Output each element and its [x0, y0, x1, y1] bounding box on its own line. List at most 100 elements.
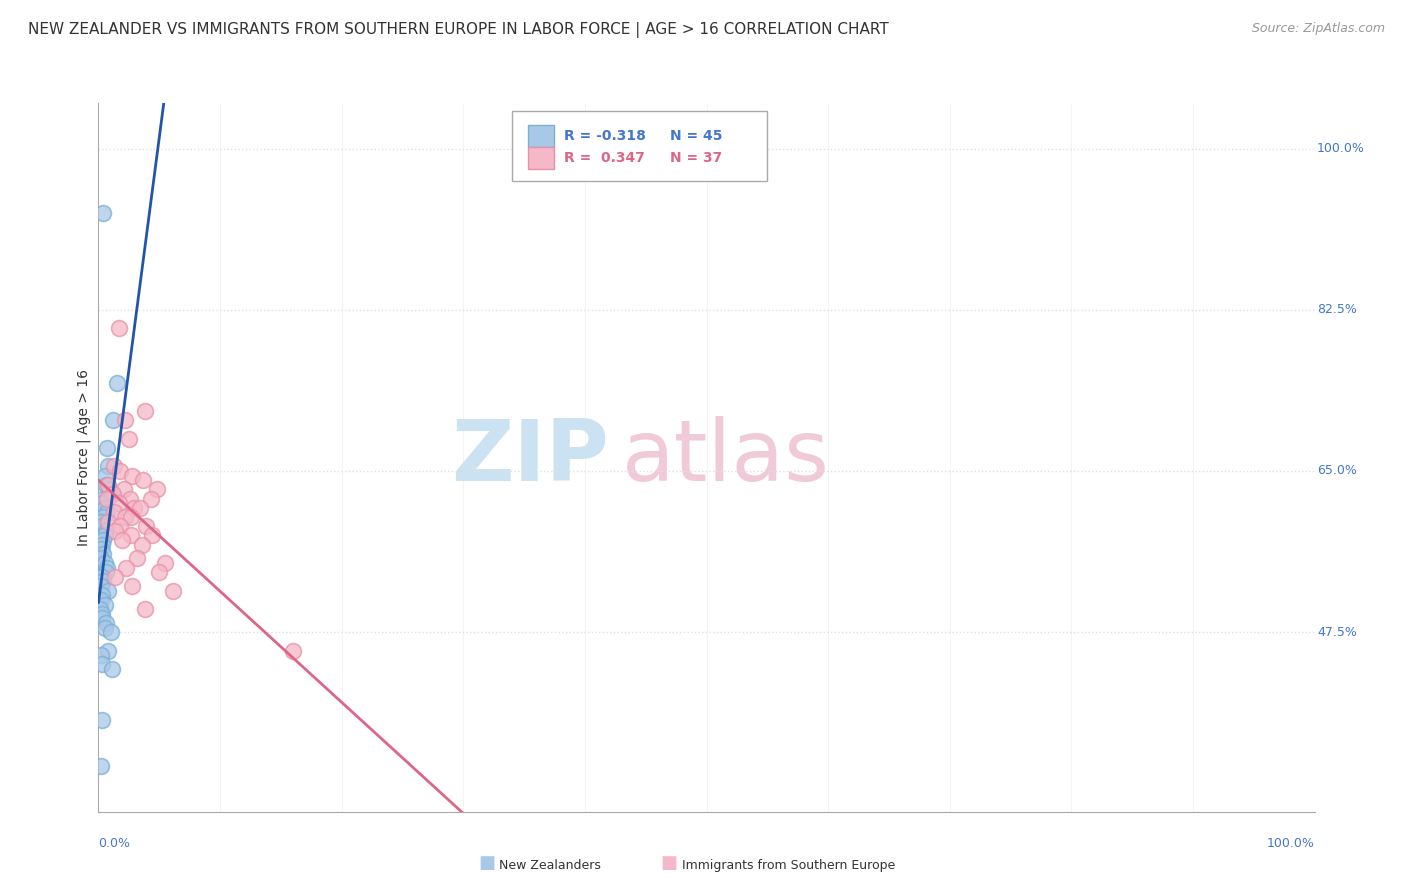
Text: 82.5%: 82.5%: [1317, 303, 1357, 317]
Point: [105, 376, 128, 391]
Point: [97, 643, 120, 657]
Point: [91, 570, 114, 584]
Point: [110, 533, 132, 547]
FancyBboxPatch shape: [527, 125, 554, 146]
Point: [135, 519, 157, 533]
Point: [93, 621, 115, 635]
Point: [104, 524, 127, 538]
Point: [91, 519, 114, 533]
Point: [120, 528, 142, 542]
Point: [94, 615, 117, 630]
Point: [134, 404, 156, 418]
Point: [91, 574, 114, 589]
Text: atlas: atlas: [621, 416, 830, 499]
Point: [91, 538, 114, 552]
Point: [96, 560, 118, 574]
Point: [101, 487, 124, 501]
Point: [98, 483, 121, 497]
Point: [132, 473, 155, 487]
Point: [93, 468, 115, 483]
Point: [114, 510, 136, 524]
Point: [103, 505, 125, 519]
Point: [141, 528, 163, 542]
Point: [110, 464, 132, 478]
Point: [89, 602, 111, 616]
Text: 100.0%: 100.0%: [1267, 837, 1315, 850]
Point: [91, 713, 114, 727]
Text: 0.0%: 0.0%: [98, 837, 131, 850]
Point: [128, 500, 150, 515]
Point: [112, 483, 135, 497]
Point: [90, 551, 112, 566]
Point: [94, 566, 117, 580]
Point: [91, 657, 114, 672]
Point: [91, 496, 114, 510]
Text: 65.0%: 65.0%: [1317, 465, 1357, 477]
Point: [110, 519, 132, 533]
Text: N = 45: N = 45: [671, 129, 723, 143]
Point: [91, 491, 114, 506]
Point: [91, 588, 114, 602]
Point: [134, 602, 156, 616]
Point: [93, 556, 115, 570]
Point: [97, 477, 120, 491]
Point: [96, 441, 118, 455]
Point: [97, 583, 120, 598]
Point: [93, 528, 115, 542]
Point: [121, 468, 143, 483]
Point: [101, 413, 124, 427]
Text: R = -0.318: R = -0.318: [564, 129, 647, 143]
Point: [91, 607, 114, 621]
Point: [281, 643, 304, 657]
FancyBboxPatch shape: [527, 147, 554, 169]
Text: ZIP: ZIP: [451, 416, 609, 499]
Point: [91, 533, 114, 547]
Point: [100, 625, 122, 640]
Point: [108, 496, 131, 510]
Point: [120, 510, 142, 524]
Point: [90, 515, 112, 529]
Point: [90, 579, 112, 593]
Point: [91, 611, 114, 625]
Point: [94, 477, 117, 491]
Point: [97, 459, 120, 474]
Point: [94, 524, 117, 538]
Point: [101, 487, 124, 501]
Text: 100.0%: 100.0%: [1317, 142, 1365, 155]
Y-axis label: In Labor Force | Age > 16: In Labor Force | Age > 16: [77, 368, 91, 546]
Point: [96, 491, 118, 506]
Point: [91, 510, 114, 524]
Point: [146, 483, 169, 497]
Text: R =  0.347: R = 0.347: [564, 151, 645, 165]
Point: [148, 566, 170, 580]
Point: [104, 570, 127, 584]
Point: [103, 459, 125, 474]
FancyBboxPatch shape: [512, 112, 768, 180]
Text: ■: ■: [478, 855, 495, 872]
Point: [108, 321, 131, 335]
Text: 47.5%: 47.5%: [1317, 625, 1357, 639]
Point: [118, 491, 141, 506]
Point: [139, 491, 162, 506]
Point: [90, 648, 112, 662]
Point: [162, 583, 184, 598]
Point: [155, 556, 177, 570]
Point: [118, 432, 141, 446]
Point: [93, 500, 115, 515]
Text: ■: ■: [661, 855, 678, 872]
Point: [91, 547, 114, 561]
Point: [115, 560, 138, 574]
Point: [93, 598, 115, 612]
Text: Immigrants from Southern Europe: Immigrants from Southern Europe: [682, 859, 896, 872]
Point: [122, 500, 145, 515]
Point: [131, 538, 153, 552]
Text: N = 37: N = 37: [671, 151, 723, 165]
Point: [127, 551, 149, 566]
Point: [90, 593, 112, 607]
Point: [114, 413, 136, 427]
Point: [90, 542, 112, 557]
Point: [121, 579, 143, 593]
Point: [97, 515, 120, 529]
Text: NEW ZEALANDER VS IMMIGRANTS FROM SOUTHERN EUROPE IN LABOR FORCE | AGE > 16 CORRE: NEW ZEALANDER VS IMMIGRANTS FROM SOUTHER…: [28, 22, 889, 38]
Text: New Zealanders: New Zealanders: [499, 859, 600, 872]
